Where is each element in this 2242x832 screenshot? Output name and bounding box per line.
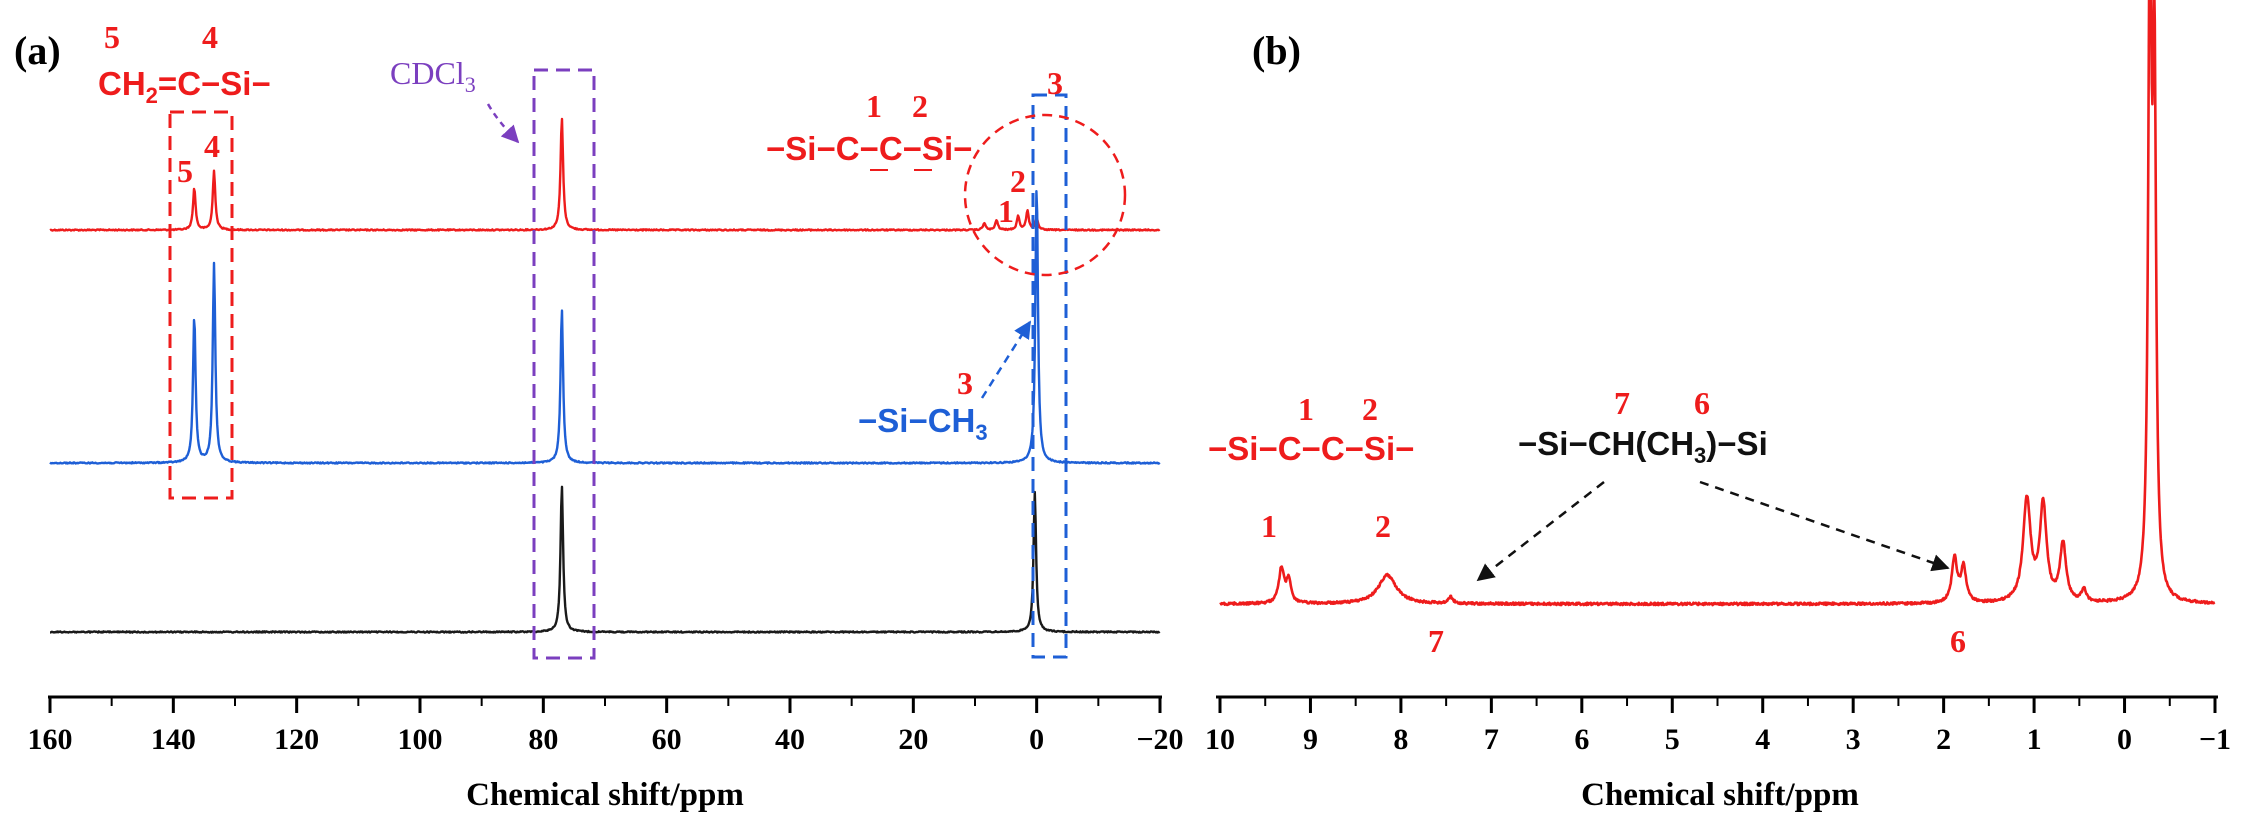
cdcl3-region-box <box>532 68 596 660</box>
panel-b-ticks: 10 9 8 7 6 5 4 3 2 1 0 −1 <box>1205 697 2231 756</box>
x-tick-label: 3 <box>1846 723 1861 756</box>
peak-5-label: 5 <box>177 153 193 189</box>
x-tick-label: 100 <box>398 723 443 756</box>
spectrum-trace-1h <box>1219 0 2216 607</box>
methyl-region-box <box>1031 93 1068 659</box>
methyl-formula: −Si−CH3 <box>858 402 988 445</box>
x-tick-label: 80 <box>528 723 558 756</box>
cdcl3-label: CDCl3 <box>390 55 476 97</box>
x-tick-label: 2 <box>1936 723 1951 756</box>
x-tick-label: 9 <box>1303 723 1318 756</box>
spectrum-trace-red <box>49 117 1161 232</box>
b-peak-1-label: 1 <box>1261 508 1277 544</box>
x-tick-label: 5 <box>1665 723 1680 756</box>
b-bridge-n2-label: 2 <box>1362 391 1378 427</box>
spectrum-trace-black <box>49 485 1161 634</box>
panel-a-x-axis-title: Chemical shift/ppm <box>466 777 744 813</box>
vinyl-formula: CH2=C−Si− <box>98 65 271 108</box>
x-tick-label: 20 <box>898 723 928 756</box>
branch-formula-subscript: 3 <box>1694 443 1706 468</box>
vinyl-n5-label: 5 <box>104 19 120 55</box>
x-tick-label: 6 <box>1574 723 1589 756</box>
b-peak-7-label: 7 <box>1428 623 1444 659</box>
methyl-n3-label: 3 <box>957 365 973 401</box>
b-bridge-n1-label: 1 <box>1298 391 1314 427</box>
x-tick-label: 160 <box>28 723 73 756</box>
vinyl-formula-part-a: CH <box>98 65 146 102</box>
methyl-formula-part-a: −Si−CH <box>858 402 975 439</box>
panel-b-label: (b) <box>1252 28 1301 73</box>
panel-a-label: (a) <box>14 28 61 73</box>
bridge-formula: −Si−C−C−Si− <box>766 130 972 167</box>
x-tick-label: 140 <box>151 723 196 756</box>
spectrum-trace-blue <box>49 190 1161 465</box>
panel-b: (b) 10 9 8 7 6 5 4 3 2 1 0 −1 Chemical shift/ppm 1 … <box>1205 0 2231 813</box>
peak-4-label: 4 <box>204 128 220 164</box>
branch-n6-label: 6 <box>1694 385 1710 421</box>
vinyl-formula-subscript: 2 <box>146 83 158 108</box>
x-tick-label: 8 <box>1393 723 1408 756</box>
x-tick-label: 120 <box>274 723 319 756</box>
methyl-arrow <box>980 320 1032 399</box>
peak-1-label: 1 <box>998 193 1014 229</box>
cdcl3-arrow <box>486 103 520 144</box>
cdcl3-label-subscript: 3 <box>465 72 476 97</box>
x-tick-label: 0 <box>2117 723 2132 756</box>
branch-arrow-to-7 <box>1476 481 1605 582</box>
b-bridge-formula: −Si−C−C−Si− <box>1208 430 1414 467</box>
panel-a-ticks: 160 140 120 100 80 60 40 20 0 −20 <box>28 697 1184 756</box>
bridge-n1-label: 1 <box>866 88 882 124</box>
panel-b-traces <box>1219 0 2216 607</box>
vinyl-region-box <box>168 110 234 500</box>
x-tick-label: 1 <box>2027 723 2042 756</box>
x-tick-label: −20 <box>1136 723 1183 756</box>
b-peak-2-label: 2 <box>1375 508 1391 544</box>
branch-arrow-to-6 <box>1699 480 1950 572</box>
bridge-n2-label: 2 <box>912 88 928 124</box>
x-tick-label: 40 <box>775 723 805 756</box>
methyl-formula-subscript: 3 <box>975 420 987 445</box>
x-tick-label: 10 <box>1205 723 1235 756</box>
branch-formula: −Si−CH(CH3)−Si <box>1518 425 1768 468</box>
x-tick-label: 4 <box>1755 723 1770 756</box>
x-tick-label: 0 <box>1029 723 1044 756</box>
bridge-region-circle <box>963 113 1127 277</box>
panel-a-traces <box>49 117 1161 634</box>
panel-b-x-axis-title: Chemical shift/ppm <box>1581 777 1859 813</box>
x-tick-label: 7 <box>1484 723 1499 756</box>
branch-formula-part-a: −Si−CH(CH <box>1518 425 1694 462</box>
vinyl-formula-part-b: =C−Si− <box>158 65 271 102</box>
peak-2-label: 2 <box>1010 163 1026 199</box>
panel-a: (a) 160 140 120 100 80 60 40 20 0 −20 Chemical sh… <box>14 19 1184 813</box>
x-tick-label: 60 <box>652 723 682 756</box>
branch-n7-label: 7 <box>1614 385 1630 421</box>
x-tick-label: −1 <box>2199 723 2231 756</box>
methyl-top-n3-label: 3 <box>1047 65 1063 101</box>
b-peak-6-label: 6 <box>1950 623 1966 659</box>
vinyl-n4-label: 4 <box>202 19 218 55</box>
branch-formula-part-b: )−Si <box>1706 425 1767 462</box>
cdcl3-label-part-a: CDCl <box>390 55 465 91</box>
